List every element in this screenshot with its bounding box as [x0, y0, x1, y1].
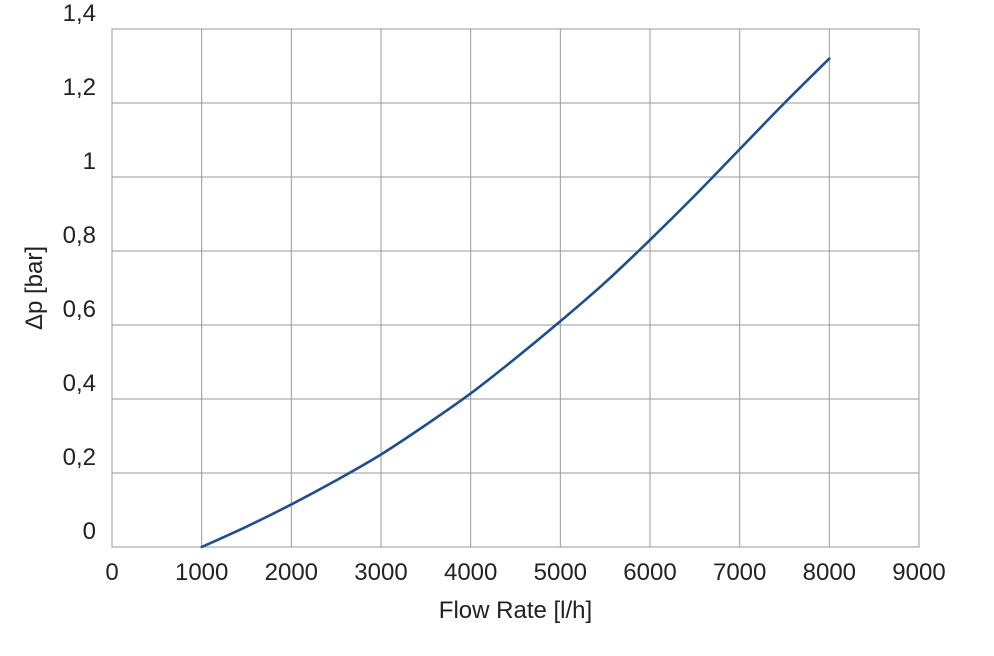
x-tick-label: 3000	[354, 559, 407, 586]
y-tick-label: 1,4	[63, 0, 96, 27]
x-tick-label: 8000	[803, 559, 856, 586]
y-tick-label: 1	[83, 148, 96, 175]
plot-frame	[111, 28, 920, 548]
x-tick-label: 9000	[892, 559, 945, 586]
x-tick-label: 1000	[175, 559, 228, 586]
x-tick-label: 5000	[534, 559, 587, 586]
x-tick-label: 0	[105, 559, 118, 586]
x-tick-labels: 0 1000 2000 3000 4000 5000 6000 7000 8000 9000	[105, 559, 945, 586]
y-tick-label: 0,8	[63, 222, 96, 249]
y-tick-labels: 0 0,2 0,4 0,6 0,8 1 1,2 1,4	[63, 0, 96, 545]
series-line-0	[200, 57, 831, 549]
y-tick-label: 0	[83, 518, 96, 545]
y-tick-label: 0,6	[63, 296, 96, 323]
y-tick-label: 0,2	[63, 444, 96, 471]
grid	[111, 28, 920, 548]
y-tick-label: 0,4	[63, 370, 96, 397]
x-tick-label: 6000	[623, 559, 676, 586]
x-axis-title: Flow Rate [l/h]	[439, 597, 592, 624]
x-tick-label: 7000	[713, 559, 766, 586]
series-layer	[200, 57, 831, 549]
x-tick-label: 2000	[265, 559, 318, 586]
y-tick-label: 1,2	[63, 74, 96, 101]
y-axis-title: Δp [bar]	[21, 246, 48, 330]
x-tick-label: 4000	[444, 559, 497, 586]
